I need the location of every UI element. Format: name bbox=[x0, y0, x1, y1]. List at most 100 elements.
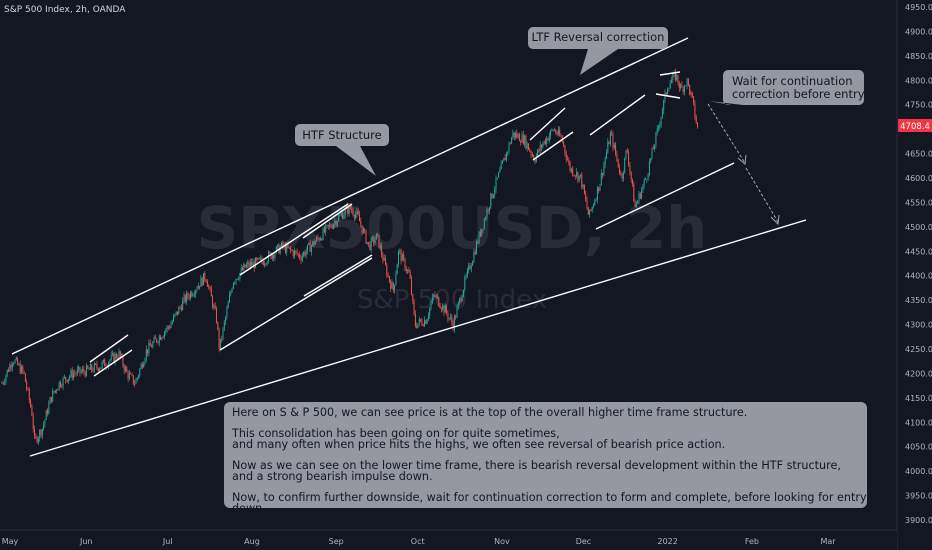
candle-body bbox=[53, 391, 55, 393]
candle-body bbox=[271, 254, 273, 259]
htf-upper-trendline bbox=[11, 37, 689, 355]
candle-body bbox=[5, 375, 7, 382]
candle-body bbox=[637, 200, 639, 204]
candle-body bbox=[687, 78, 689, 85]
candle-body bbox=[424, 320, 425, 327]
candle-body bbox=[383, 258, 385, 261]
candle-body bbox=[227, 302, 229, 309]
candle-body bbox=[635, 203, 637, 207]
candle-body bbox=[556, 133, 558, 135]
note-paragraph-2a: This consolidation has been going on for… bbox=[232, 426, 560, 440]
candle-body bbox=[690, 92, 692, 95]
candle-body bbox=[477, 241, 479, 244]
projection-arrow-1 bbox=[707, 103, 746, 164]
callout-wait-line2: correction before entry bbox=[732, 87, 865, 101]
price-tick-label: 3900.0 bbox=[905, 516, 932, 525]
candle-body bbox=[23, 371, 25, 374]
candle-body bbox=[238, 278, 240, 280]
candle-body bbox=[114, 353, 116, 362]
time-tick-label: Jun bbox=[79, 537, 93, 546]
candle-body bbox=[674, 72, 676, 80]
candle-body bbox=[398, 250, 399, 265]
candle-body bbox=[147, 349, 149, 354]
candle-body bbox=[401, 254, 403, 261]
candle-body bbox=[498, 172, 500, 178]
candle-body bbox=[100, 367, 102, 369]
candle-body bbox=[440, 308, 442, 310]
candle-body bbox=[300, 257, 302, 261]
candle-body bbox=[686, 78, 688, 86]
candle-body bbox=[390, 281, 392, 289]
candle-body bbox=[499, 169, 501, 173]
candle-body bbox=[344, 208, 346, 216]
candle-body bbox=[286, 244, 288, 253]
candle-body bbox=[95, 363, 97, 365]
candle-body bbox=[411, 278, 412, 295]
candle-body bbox=[230, 291, 232, 295]
time-axis[interactable] bbox=[0, 531, 897, 550]
note-paragraph-2b: and many often when price hits the highs… bbox=[232, 438, 726, 451]
candle-body bbox=[334, 221, 336, 225]
candle-body bbox=[35, 435, 37, 438]
candle-body bbox=[249, 262, 251, 267]
candle-body bbox=[617, 159, 619, 168]
price-axis[interactable] bbox=[897, 0, 932, 550]
price-tick-label: 4050.0 bbox=[905, 443, 932, 452]
candle-body bbox=[57, 389, 59, 391]
candle-body bbox=[331, 226, 333, 229]
candle-body bbox=[563, 141, 565, 146]
candle-body bbox=[404, 258, 406, 270]
candle-body bbox=[567, 159, 568, 161]
candle-body bbox=[11, 363, 13, 368]
candle-body bbox=[203, 273, 204, 286]
candle-body bbox=[431, 296, 433, 304]
candle-body bbox=[552, 129, 554, 131]
candle-body bbox=[121, 355, 123, 357]
time-tick-label: Jul bbox=[162, 537, 173, 546]
candle-body bbox=[162, 336, 164, 338]
current-price-tag: 4708.4 bbox=[898, 119, 932, 132]
candle-body bbox=[655, 132, 657, 146]
candle-body bbox=[170, 324, 172, 329]
channel-1 bbox=[93, 349, 133, 377]
candle-body bbox=[258, 257, 260, 259]
candle-body bbox=[548, 135, 550, 141]
candle-body bbox=[533, 155, 535, 160]
chart-title: S&P 500 Index, 2h, OANDA bbox=[4, 5, 126, 15]
candle-body bbox=[607, 142, 609, 153]
candle-body bbox=[264, 263, 266, 266]
candle-body bbox=[27, 388, 29, 390]
candle-body bbox=[65, 377, 67, 380]
candle-body bbox=[269, 252, 271, 253]
candle-body bbox=[265, 263, 267, 265]
callout-wait-continuation: Wait for continuation correction before … bbox=[709, 70, 865, 105]
candle-body bbox=[109, 359, 111, 363]
candle-body bbox=[469, 265, 471, 270]
candle-body bbox=[374, 239, 376, 244]
candle-body bbox=[461, 296, 463, 302]
candle-body bbox=[408, 269, 410, 273]
candle-body bbox=[17, 358, 19, 365]
candle-body bbox=[15, 358, 17, 360]
candle-body bbox=[626, 150, 628, 153]
candle-body bbox=[247, 262, 249, 265]
candle-body bbox=[557, 129, 559, 135]
candle-body bbox=[257, 257, 259, 260]
candle-body bbox=[694, 103, 696, 118]
price-tick-label: 4900.0 bbox=[905, 27, 932, 36]
candle-body bbox=[222, 327, 224, 340]
note-paragraph-2: This consolidation has been going on for… bbox=[232, 426, 867, 451]
candle-body bbox=[326, 224, 328, 226]
candle-body bbox=[546, 138, 548, 144]
candle-body bbox=[294, 250, 295, 257]
candle-body bbox=[643, 179, 645, 186]
candle-body bbox=[569, 162, 571, 171]
candle-body bbox=[66, 379, 68, 382]
candle-body bbox=[284, 244, 286, 253]
candle-body bbox=[167, 326, 169, 328]
candle-body bbox=[621, 173, 623, 179]
candle-body bbox=[366, 242, 368, 244]
channel-7 bbox=[532, 131, 574, 161]
candle-body bbox=[596, 187, 598, 200]
candle-body bbox=[365, 230, 367, 244]
